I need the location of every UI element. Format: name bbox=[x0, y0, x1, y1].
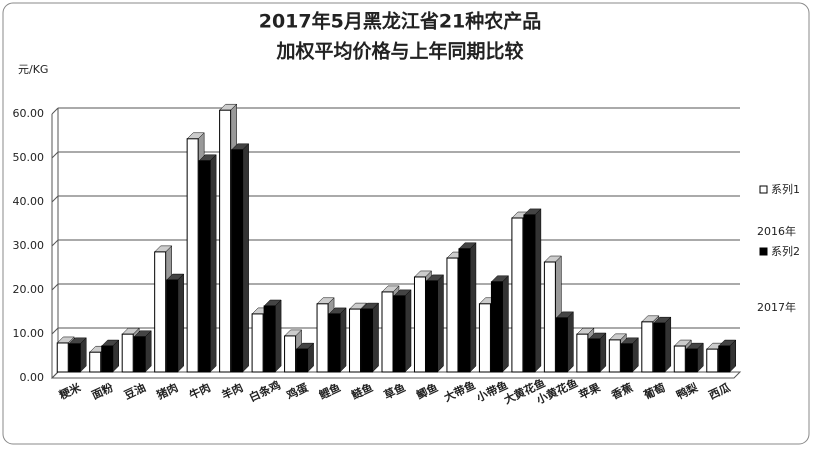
bar bbox=[284, 335, 297, 373]
bar bbox=[393, 295, 406, 373]
y-tick-label: 60.00 bbox=[13, 107, 45, 120]
bar-side bbox=[664, 316, 672, 373]
bar bbox=[608, 339, 621, 373]
bar bbox=[316, 303, 329, 373]
bar-side bbox=[437, 274, 444, 373]
bar-side bbox=[502, 275, 509, 373]
grid-line-side bbox=[51, 371, 59, 379]
bar bbox=[89, 351, 102, 373]
annotation: 2016年 bbox=[757, 224, 796, 238]
bar bbox=[251, 313, 264, 373]
legend-label: 系列2 bbox=[771, 244, 800, 258]
bar bbox=[296, 348, 309, 373]
bar-side bbox=[567, 311, 574, 373]
grid-line-side bbox=[51, 327, 59, 335]
bar bbox=[523, 214, 536, 373]
bar bbox=[263, 305, 276, 373]
bar bbox=[718, 345, 731, 373]
bar bbox=[425, 280, 438, 373]
bar bbox=[706, 348, 719, 373]
bar bbox=[56, 342, 69, 373]
bar bbox=[511, 217, 524, 373]
bar bbox=[446, 257, 459, 373]
grid-line-side bbox=[51, 107, 59, 115]
bar-side bbox=[177, 273, 184, 373]
annotation: 2017年 bbox=[757, 300, 796, 314]
y-tick-label: 40.00 bbox=[13, 195, 45, 208]
grid-line-side bbox=[51, 151, 59, 159]
bar bbox=[349, 308, 362, 373]
legend-swatch bbox=[759, 247, 768, 256]
bar bbox=[543, 261, 556, 373]
bar bbox=[154, 251, 167, 373]
bar bbox=[101, 345, 114, 373]
bar-side bbox=[274, 299, 282, 373]
bar-side bbox=[372, 302, 379, 373]
bar bbox=[588, 338, 601, 373]
bar bbox=[328, 313, 341, 373]
legend-label: 系列1 bbox=[771, 182, 800, 196]
bar-side bbox=[469, 242, 477, 373]
y-axis-label: 元/KG bbox=[18, 63, 48, 76]
bar-side bbox=[404, 289, 412, 373]
bar-side bbox=[144, 330, 152, 373]
grid-line-side bbox=[51, 283, 59, 291]
bar-side bbox=[242, 143, 249, 373]
chart-subtitle: 加权平均价格与上年同期比较 bbox=[275, 40, 523, 63]
bar bbox=[198, 160, 211, 373]
bar bbox=[673, 345, 686, 373]
y-tick-label: 50.00 bbox=[13, 151, 45, 164]
bar-side bbox=[534, 208, 542, 373]
chart-title: 2017年5月黑龙江省21种农产品 bbox=[259, 10, 542, 33]
bar bbox=[231, 149, 244, 373]
bar bbox=[381, 291, 394, 373]
bar bbox=[361, 308, 374, 373]
bar bbox=[555, 317, 568, 373]
bar bbox=[653, 322, 666, 373]
bar bbox=[413, 276, 426, 373]
y-tick-label: 30.00 bbox=[13, 239, 45, 252]
bar bbox=[68, 343, 81, 373]
grid-line-side bbox=[51, 195, 59, 203]
bar bbox=[133, 336, 146, 373]
bar bbox=[490, 281, 503, 373]
bar-side bbox=[209, 154, 217, 373]
grid-line-side bbox=[51, 239, 59, 247]
bar bbox=[166, 279, 179, 373]
bar-side bbox=[339, 307, 347, 373]
bar bbox=[478, 303, 491, 373]
bar bbox=[186, 138, 199, 373]
bar bbox=[458, 248, 471, 373]
y-tick-label: 0.00 bbox=[20, 371, 45, 384]
bar bbox=[219, 109, 232, 373]
bar bbox=[641, 321, 654, 373]
legend-swatch bbox=[759, 185, 768, 194]
y-tick-label: 20.00 bbox=[13, 283, 45, 296]
bar bbox=[121, 333, 134, 373]
bar bbox=[620, 343, 633, 373]
bar-side bbox=[599, 332, 607, 373]
bar bbox=[685, 348, 698, 373]
bar bbox=[576, 333, 589, 373]
floor bbox=[50, 371, 742, 379]
y-tick-label: 10.00 bbox=[13, 327, 45, 340]
